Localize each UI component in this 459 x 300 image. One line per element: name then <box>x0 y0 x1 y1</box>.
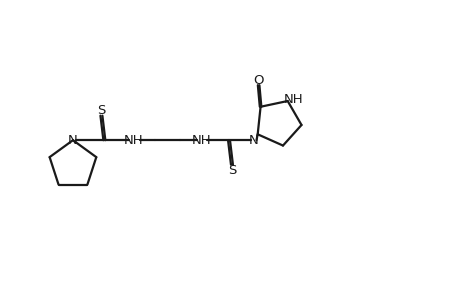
Text: N: N <box>68 134 78 147</box>
Text: S: S <box>97 104 106 117</box>
Text: O: O <box>253 74 263 87</box>
Text: N: N <box>248 134 258 147</box>
Text: NH: NH <box>124 134 143 147</box>
Text: S: S <box>227 164 235 177</box>
Text: NH: NH <box>191 134 211 147</box>
Text: NH: NH <box>283 92 303 106</box>
